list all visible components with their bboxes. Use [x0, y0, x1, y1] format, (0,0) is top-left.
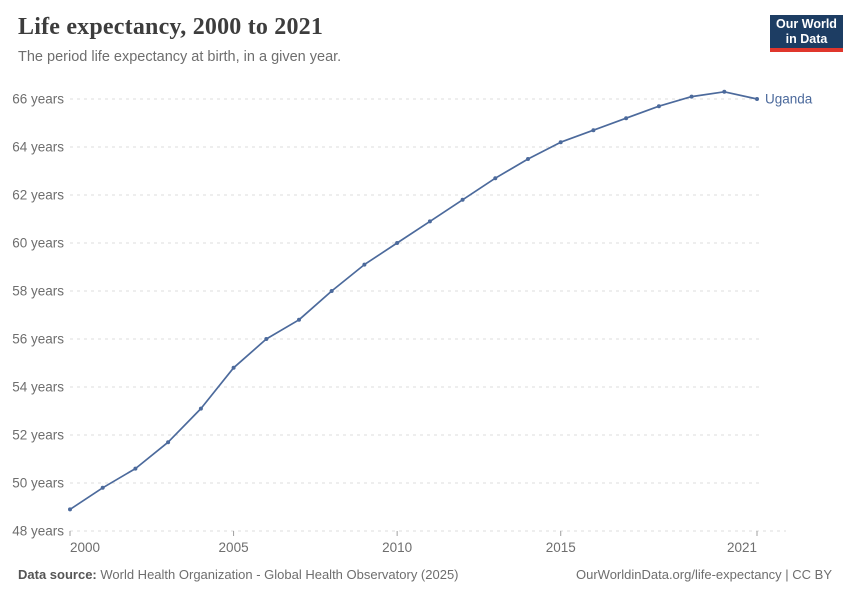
chart-subtitle: The period life expectancy at birth, in …: [18, 49, 342, 65]
owid-logo-line1: Our World: [776, 16, 837, 31]
data-point: [558, 140, 563, 145]
y-axis-label: 48 years: [12, 524, 64, 539]
y-axis-label: 64 years: [12, 140, 64, 155]
chart-footer: Data source: World Health Organization -…: [18, 567, 832, 582]
page-title: Life expectancy, 2000 to 2021: [18, 14, 324, 40]
x-axis-label: 2000: [70, 540, 100, 555]
data-point: [166, 440, 171, 445]
data-point: [264, 337, 269, 341]
y-axis-label: 62 years: [12, 188, 64, 203]
x-axis-label: 2005: [219, 540, 249, 555]
data-source-label: Data source:: [18, 567, 97, 582]
y-axis-label: 52 years: [12, 428, 64, 443]
y-axis-label: 50 years: [12, 476, 64, 491]
y-axis-label: 54 years: [12, 380, 64, 395]
owid-logo-line2: in Data: [785, 31, 828, 46]
data-point: [624, 116, 629, 121]
data-point: [329, 289, 334, 293]
data-point: [591, 128, 596, 133]
data-point: [100, 485, 105, 490]
y-axis-label: 60 years: [12, 236, 64, 251]
data-point: [689, 94, 694, 99]
x-axis-label: 2015: [546, 540, 576, 555]
x-axis-label: 2010: [382, 540, 412, 555]
owid-logo[interactable]: Our World in Data: [770, 15, 843, 52]
chart-header: Life expectancy, 2000 to 2021 The period…: [18, 14, 750, 65]
data-point: [133, 466, 138, 471]
data-point: [755, 97, 759, 101]
y-axis-label: 66 years: [12, 92, 64, 107]
data-point: [493, 176, 498, 181]
series-line-uganda: [69, 90, 758, 511]
data-point: [395, 241, 400, 245]
data-point: [656, 104, 661, 109]
y-axis-label: 58 years: [12, 284, 64, 299]
y-axis-label: 56 years: [12, 332, 64, 347]
data-point: [722, 89, 727, 94]
data-source: Data source: World Health Organization -…: [18, 567, 459, 582]
data-point: [526, 157, 530, 161]
data-point: [231, 365, 236, 370]
data-point: [297, 317, 301, 322]
owid-license-link[interactable]: OurWorldinData.org/life-expectancy | CC …: [575, 567, 832, 582]
data-point: [68, 507, 72, 512]
data-point: [198, 406, 203, 411]
entity-label-uganda[interactable]: Uganda: [765, 92, 813, 107]
data-point: [362, 262, 367, 267]
data-point: [460, 197, 465, 202]
x-axis-label: 2021: [727, 540, 757, 555]
data-point: [427, 219, 432, 224]
data-source-text: World Health Organization - Global Healt…: [96, 567, 459, 582]
